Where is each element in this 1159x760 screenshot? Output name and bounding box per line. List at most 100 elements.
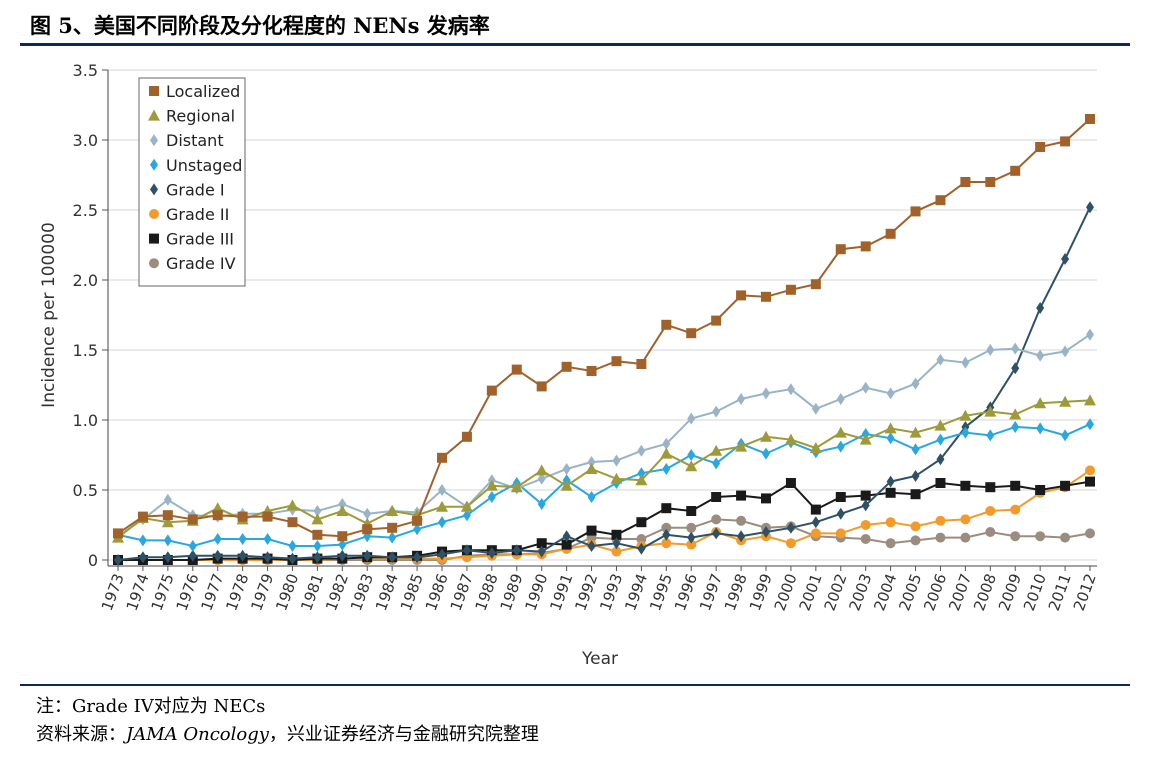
legend-label-localized: Localized [166, 82, 240, 101]
data-point-localized [387, 522, 398, 533]
data-point-grade-i [338, 549, 347, 562]
data-point-grade-iii [835, 492, 846, 502]
data-point-grade-iii [586, 525, 597, 536]
data-point-grade-ii [885, 517, 896, 528]
data-point-localized [611, 356, 622, 367]
data-point-unstaged [238, 533, 247, 545]
data-point-grade-iv [711, 514, 722, 525]
data-point-regional [386, 505, 399, 516]
data-point-grade-ii [1010, 504, 1021, 515]
data-point-grade-iii [810, 504, 821, 515]
data-point-grade-iv [736, 515, 747, 526]
data-point-grade-iii [611, 529, 622, 540]
data-point-grade-i [263, 551, 272, 564]
data-point-grade-i [238, 549, 247, 562]
data-point-distant [911, 377, 920, 390]
data-point-grade-iii [536, 538, 547, 549]
footer-rule [20, 684, 1130, 686]
data-point-localized [835, 244, 846, 255]
data-point-localized [885, 228, 896, 239]
legend-label-grade-ii: Grade II [166, 205, 229, 224]
data-point-grade-iv [1010, 531, 1021, 542]
data-point-distant [612, 454, 621, 467]
data-point-distant [986, 344, 995, 356]
data-point-distant [712, 405, 721, 418]
data-point-distant [1061, 345, 1070, 358]
data-point-grade-i [413, 551, 422, 564]
figure-note: 注：Grade IV对应为 NECs [36, 696, 266, 717]
data-point-localized [636, 359, 647, 369]
data-point-localized [262, 511, 273, 522]
data-point-grade-i [562, 530, 571, 543]
data-point-localized [337, 531, 348, 542]
data-point-regional [510, 481, 523, 493]
data-point-grade-ii [985, 506, 996, 516]
data-point-regional [710, 444, 723, 456]
data-point-regional [585, 463, 598, 474]
x-axis-title: Year [581, 649, 618, 669]
legend-marker-grade-ii [149, 209, 159, 219]
legend-label-grade-i: Grade I [166, 180, 225, 199]
data-point-unstaged [587, 491, 596, 503]
data-point-unstaged [662, 463, 671, 475]
legend-label-regional: Regional [166, 107, 235, 126]
data-point-distant [836, 393, 845, 405]
data-point-unstaged [338, 538, 347, 551]
data-point-distant [811, 402, 820, 415]
data-point-unstaged [637, 467, 646, 480]
data-point-grade-i [1036, 302, 1045, 314]
data-point-grade-iii [561, 539, 572, 550]
data-point-grade-iv [985, 527, 996, 537]
data-point-localized [910, 206, 921, 217]
data-point-unstaged [313, 540, 322, 552]
data-point-grade-iii [1085, 476, 1095, 487]
data-point-unstaged [687, 449, 696, 461]
data-point-distant [786, 383, 795, 396]
data-point-localized [412, 515, 423, 526]
data-point-regional [884, 422, 897, 434]
data-point-localized [935, 195, 946, 206]
data-point-grade-iv [935, 532, 946, 543]
legend-marker-distant [150, 134, 158, 147]
data-point-unstaged [986, 429, 995, 442]
data-point-localized [1010, 165, 1021, 176]
data-point-unstaged [911, 443, 920, 456]
data-point-grade-iv [1060, 532, 1071, 543]
legend-marker-localized [149, 86, 159, 96]
data-point-grade-ii [960, 514, 971, 525]
legend-label-grade-iii: Grade III [166, 230, 234, 249]
data-point-grade-i [537, 545, 546, 558]
data-point-grade-ii [1085, 465, 1095, 476]
data-point-localized [486, 385, 497, 396]
data-point-distant [363, 507, 372, 520]
data-point-distant [737, 393, 746, 405]
data-point-distant [438, 484, 446, 496]
data-point-distant [1086, 328, 1094, 341]
data-point-localized [237, 511, 248, 522]
data-point-localized [686, 328, 697, 339]
data-point-grade-i [114, 554, 122, 566]
legend-marker-grade-i [150, 183, 158, 196]
data-point-localized [810, 279, 821, 290]
data-point-regional [809, 442, 822, 453]
data-point-distant [861, 381, 870, 394]
data-point-grade-i [687, 531, 696, 544]
data-point-grade-iv [686, 522, 697, 533]
data-point-grade-i [712, 527, 721, 540]
data-point-regional [984, 405, 997, 417]
data-point-localized [212, 510, 223, 521]
data-point-grade-iv [960, 532, 971, 543]
data-point-grade-ii [835, 528, 846, 539]
data-point-distant [637, 444, 646, 457]
data-point-localized [960, 177, 971, 187]
data-point-localized [761, 291, 771, 302]
data-point-unstaged [213, 533, 222, 545]
y-tick-label: 3.0 [73, 131, 98, 150]
data-point-grade-i [363, 549, 372, 562]
data-point-grade-i [1011, 362, 1020, 375]
legend-marker-grade-iii [149, 233, 159, 244]
data-point-grade-i [438, 548, 446, 561]
series-line-localized [117, 118, 1091, 538]
series-line-distant [117, 333, 1091, 538]
data-point-grade-i [737, 530, 746, 543]
